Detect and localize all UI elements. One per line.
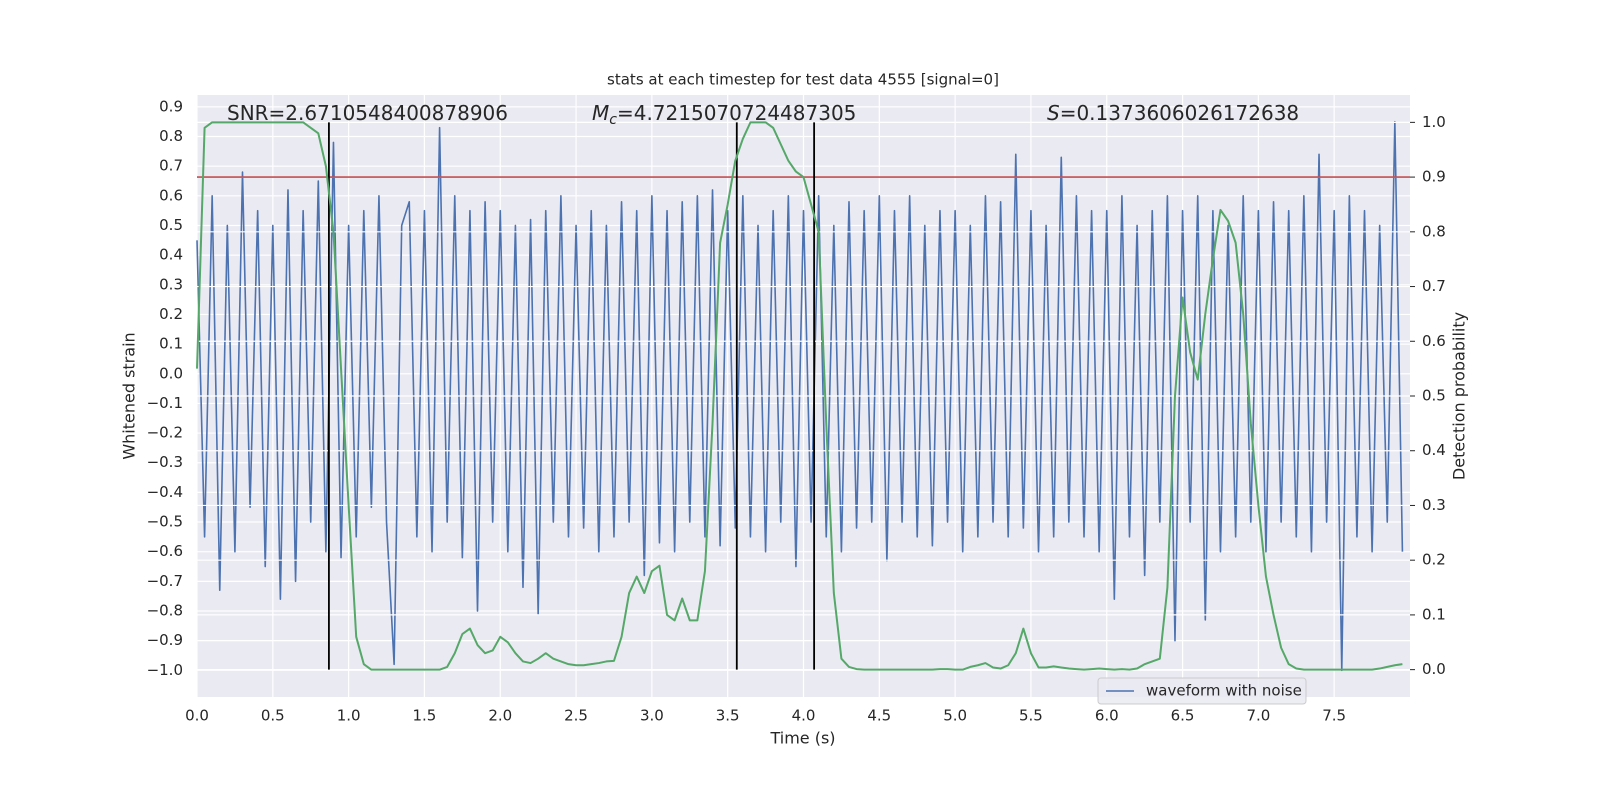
y-tick-label: −0.3 [147,453,183,471]
x-tick-label: 7.5 [1322,707,1346,725]
annotation-text: =0.1373606026172638 [1060,101,1299,125]
y-tick-label: 0.8 [159,127,183,145]
x-tick-label: 1.5 [413,707,437,725]
y-axis-label: Whitened strain [120,332,139,459]
series-line [196,120,1404,672]
y-tick-label: −0.1 [147,394,183,412]
y-tick-label: 0.7 [159,157,183,175]
y2-tick-label: 0.5 [1422,387,1446,405]
y2-tick-label: 0.8 [1422,222,1446,240]
y-tick-label: 0.9 [159,97,183,115]
annotation-text: SNR=2.6710548400878906 [227,101,508,125]
y2-tick-label: 0.2 [1422,551,1446,569]
legend-label: waveform with noise [1146,682,1302,700]
series-line [196,121,1403,671]
x-tick-label: 5.5 [1019,707,1043,725]
y2-tick-label: 0.3 [1422,496,1446,514]
annotation: SNR=2.6710548400878906 [227,101,508,125]
annotation-subscript: c [609,112,617,128]
overlay-layer [196,121,1410,671]
x-tick-label: 2.5 [564,707,588,725]
annotation: Mc=4.7215070724487305 [592,101,856,129]
x-tick-label: 3.0 [640,707,664,725]
y2-tick-label: 0.7 [1422,277,1446,295]
legend-box [1097,677,1307,705]
y2-tick-label: 0.1 [1422,605,1446,623]
y-tick-label: −0.8 [147,602,183,620]
y-tick-label: 0.1 [159,335,183,353]
y-tick-label: −0.6 [147,542,183,560]
y-tick-label: −1.0 [147,661,183,679]
y2-tick-label: 0.6 [1422,332,1446,350]
y2-tick-label: 0.4 [1422,441,1446,459]
annotation: S=0.1373606026172638 [1047,101,1299,125]
annotation-symbol: M [592,101,609,125]
y-tick-label: 0.5 [159,216,183,234]
x-tick-label: 3.5 [716,707,740,725]
annotation-text: =4.7215070724487305 [617,101,856,125]
y-tick-label: −0.4 [147,483,183,501]
y-tick-label: −0.2 [147,424,183,442]
y-tick-label: −0.5 [147,513,183,531]
y2-axis-label: Detection probability [1450,312,1469,480]
x-tick-label: 0.0 [185,707,209,725]
x-tick-label: 0.5 [261,707,285,725]
annotation-symbol: S [1047,101,1060,125]
y-tick-label: 0.4 [159,246,183,264]
y-tick-label: 0.2 [159,305,183,323]
x-tick-label: 4.0 [792,707,816,725]
x-tick-label: 6.0 [1095,707,1119,725]
y2-tick-label: 0.0 [1422,660,1446,678]
x-tick-label: 6.5 [1171,707,1195,725]
y-tick-label: −0.7 [147,572,183,590]
data-layer [196,120,1404,672]
y-tick-label: 0.6 [159,186,183,204]
chart-title: stats at each timestep for test data 455… [607,71,999,89]
y2-tick-label: 0.9 [1422,168,1446,186]
x-tick-label: 2.0 [488,707,512,725]
y-tick-label: 0.3 [159,275,183,293]
x-tick-label: 4.5 [867,707,891,725]
y-tick-label: −0.9 [147,631,183,649]
x-tick-label: 5.0 [943,707,967,725]
y2-tick-label: 1.0 [1422,113,1446,131]
x-axis-label: Time (s) [769,729,835,748]
x-tick-label: 7.0 [1246,707,1270,725]
x-tick-label: 1.0 [337,707,361,725]
y-tick-label: 0.0 [159,364,183,382]
